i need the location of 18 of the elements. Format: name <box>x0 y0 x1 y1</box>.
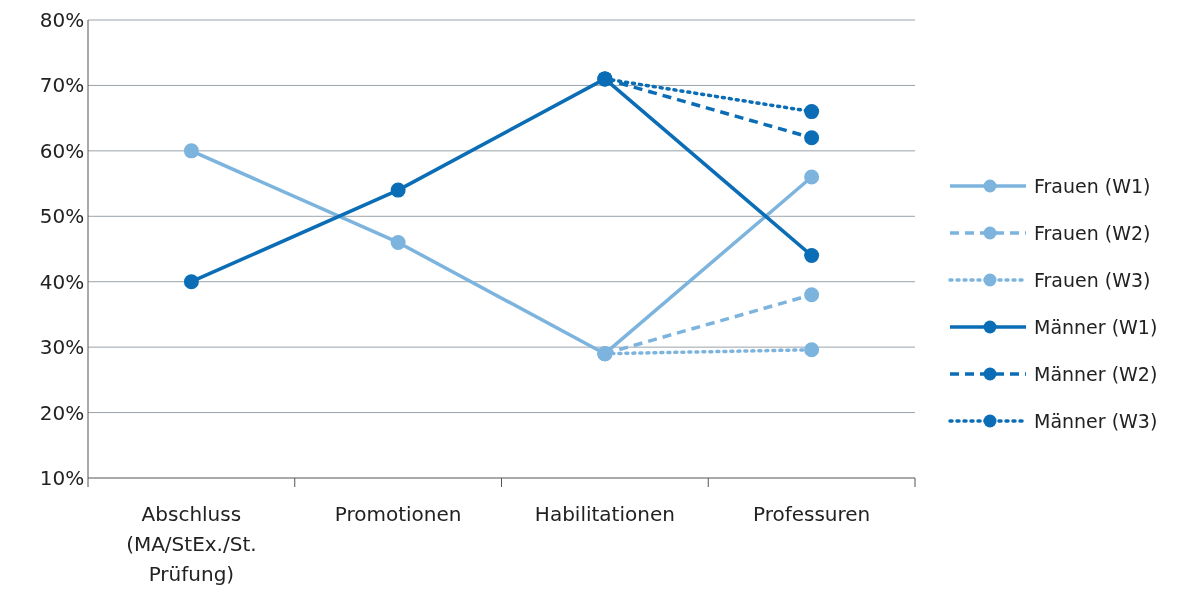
x-tick-label: Professuren <box>752 502 871 526</box>
x-tick-label: Promotionen <box>334 502 462 526</box>
x-tick-label: Habilitationen <box>534 502 675 526</box>
y-tick-label: 80% <box>39 8 85 32</box>
y-tick-label: 30% <box>39 335 85 360</box>
x-tick-label: Abschluss (MA/StEx./St. Prüfung) <box>126 502 257 586</box>
y-tick-label: 70% <box>39 73 85 98</box>
y-tick-label: 20% <box>39 400 85 425</box>
y-tick-label: 40% <box>39 269 85 294</box>
legend-label: Männer (W2) <box>1034 362 1158 385</box>
legend-label: Männer (W3) <box>1034 409 1158 432</box>
legend-label: Frauen (W3) <box>1034 268 1151 291</box>
legend-label: Frauen (W2) <box>1034 221 1151 244</box>
legend-label: Frauen (W1) <box>1034 174 1151 197</box>
y-tick-label: 60% <box>39 138 85 163</box>
legend-label: Männer (W1) <box>1034 315 1158 338</box>
y-tick-label: 50% <box>39 204 85 229</box>
y-tick-label: 10% <box>39 466 85 490</box>
